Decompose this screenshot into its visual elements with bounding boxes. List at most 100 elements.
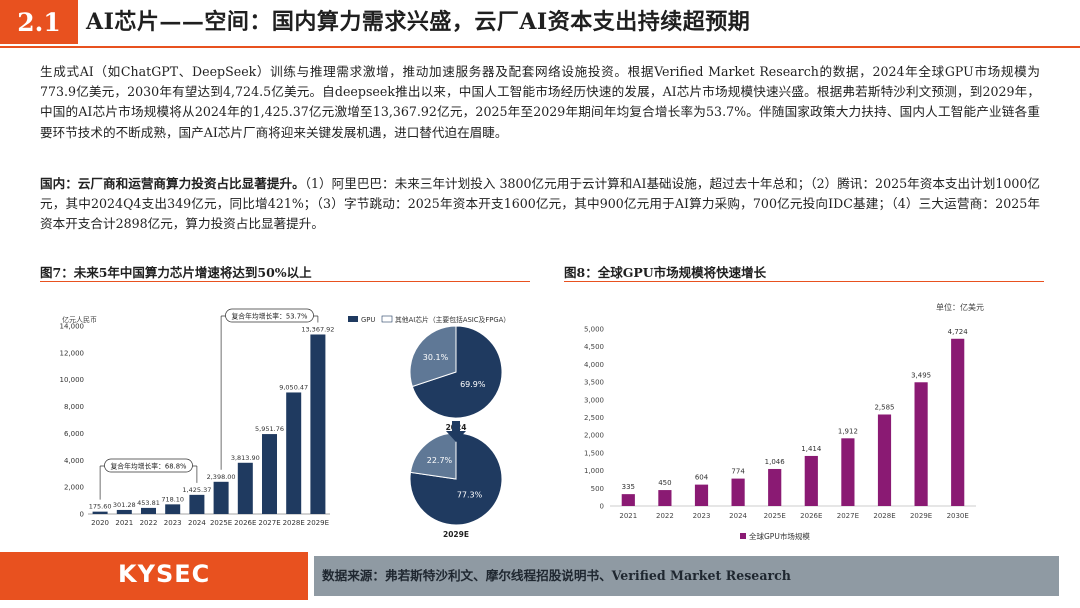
- fig7-x-tick-label: 2025E: [210, 519, 232, 527]
- fig7-bar: [310, 334, 326, 514]
- pie-year-label: 2029E: [443, 530, 469, 539]
- fig8-y-tick-label: 1,500: [584, 449, 604, 457]
- domestic-lead: 国内：云厂商和运营商算力投资占比显著提升。: [40, 176, 305, 191]
- header: 2.1 AI芯片——空间：国内算力需求兴盛，云厂AI资本支出持续超预期: [0, 0, 1080, 44]
- fig8-bar: [621, 494, 635, 506]
- fig7-value-label: 175.60: [89, 503, 112, 511]
- fig8-y-tick-label: 3,500: [584, 379, 604, 387]
- fig7-cagr-badge: [225, 308, 314, 323]
- fig7-unit-label: 亿元人民币: [62, 315, 97, 324]
- fig7-bar: [261, 434, 278, 514]
- fig7-value-label: 1,425.37: [182, 486, 211, 494]
- title-divider: [0, 46, 1080, 48]
- fig7-x-tick-label: 2027E: [258, 519, 280, 527]
- fig8-x-tick-label: 2028E: [873, 512, 895, 520]
- source-bar: 数据来源：弗若斯特沙利文、摩尔线程招股说明书、Verified Market R…: [314, 556, 1059, 596]
- fig8-value-label: 335: [622, 483, 635, 491]
- fig7-value-label: 3,813.90: [231, 454, 260, 462]
- fig8-value-label: 1,912: [838, 427, 858, 435]
- fig8-bar: [804, 455, 818, 506]
- fig7-y-tick-label: 2,000: [64, 484, 84, 492]
- fig7-y-tick-label: 8,000: [64, 403, 84, 411]
- fig8-x-tick-label: 2027E: [837, 512, 859, 520]
- fig7-y-tick-label: 10,000: [60, 376, 85, 384]
- fig7-y-tick-label: 0: [80, 511, 84, 519]
- fig7-x-tick-label: 2028E: [283, 519, 305, 527]
- fig7-x-tick-label: 2023: [164, 519, 182, 527]
- fig8-y-tick-label: 5,000: [584, 326, 604, 334]
- fig8-value-label: 450: [658, 479, 671, 487]
- fig8-y-tick-label: 2,500: [584, 414, 604, 422]
- pie-label-other: 30.1%: [423, 353, 449, 362]
- fig7-value-label: 2,398.00: [207, 473, 236, 481]
- fig8-value-label: 4,724: [948, 328, 969, 336]
- fig7-bar: [140, 507, 157, 514]
- logo-text: KYSEC: [118, 560, 211, 588]
- footer: KYSEC 数据来源：弗若斯特沙利文、摩尔线程招股说明书、Verified Ma…: [0, 552, 1080, 600]
- fig8-bar: [731, 478, 745, 506]
- fig7-value-label: 9,050.47: [279, 383, 308, 391]
- fig7-y-tick-label: 4,000: [64, 457, 84, 465]
- intro-paragraph: 生成式AI（如ChatGPT、DeepSeek）训练与推理需求激增，推动加速服务…: [40, 64, 1040, 140]
- fig8-bar: [768, 468, 782, 506]
- fig7-title: 图7：未来5年中国算力芯片增速将达到50%以上: [40, 265, 312, 280]
- domestic-paragraph: 国内：云厂商和运营商算力投资占比显著提升。（1）阿里巴巴：未来三年计划投入 38…: [40, 174, 1040, 235]
- fig7-bar: [213, 481, 229, 514]
- fig8-value-label: 604: [695, 474, 709, 482]
- fig7-value-label: 453.81: [137, 499, 160, 507]
- fig7-y-tick-label: 14,000: [60, 323, 85, 331]
- fig7-bar: [165, 504, 181, 514]
- fig7-cagr-badge: [104, 458, 193, 473]
- fig8-value-label: 1,414: [801, 445, 822, 453]
- fig7-bar: [116, 509, 132, 514]
- fig8-value-label: 1,046: [765, 458, 786, 466]
- fig8-value-label: 774: [731, 468, 745, 476]
- pie-slice-gpu: [411, 325, 503, 419]
- fig7-x-tick-label: 2022: [140, 519, 158, 527]
- fig8-x-tick-label: 2023: [693, 512, 711, 520]
- fig7-divider: [40, 281, 530, 282]
- fig8-chart: 单位：亿美元 0 500 1,000 1,500 2,000 2,500 3,000 3,50…: [584, 302, 984, 541]
- pie-legend-label: 其他AI芯片（主要包括ASIC及FPGA）: [395, 315, 510, 324]
- fig8-x-tick-label: 2022: [656, 512, 674, 520]
- fig7-x-tick-label: 2024: [188, 519, 206, 527]
- fig8-legend-swatch: [740, 533, 746, 539]
- fig7-x-tick-label: 2029E: [307, 519, 329, 527]
- fig8-bar: [951, 338, 965, 506]
- source-text: 数据来源：弗若斯特沙利文、摩尔线程招股说明书、Verified Market R…: [322, 568, 791, 583]
- fig7-value-label: 5,951.76: [255, 425, 284, 433]
- fig8-bar: [914, 382, 928, 506]
- pie-slice-other: [409, 325, 457, 388]
- section-number: 2.1: [0, 0, 78, 44]
- fig7-x-tick-label: 2026E: [234, 519, 256, 527]
- fig8-legend-label: 全球GPU市场规模: [749, 531, 810, 541]
- fig8-title: 图8：全球GPU市场规模将快速增长: [564, 265, 767, 280]
- fig8-x-tick-label: 2029E: [910, 512, 932, 520]
- domestic-body: （1）阿里巴巴：未来三年计划投入 3800亿元用于云计算和AI基础设施，超过去十…: [40, 176, 1040, 232]
- pie-legend-label: GPU: [361, 316, 375, 324]
- fig8-x-tick-label: 2021: [619, 512, 637, 520]
- fig7-y-tick-label: 12,000: [60, 349, 85, 357]
- fig8-y-tick-label: 0: [600, 503, 604, 511]
- fig7-chart: 亿元人民币 0 2,000 4,000 6,000 8,000 10,000 12,000 1…: [60, 308, 510, 539]
- fig8-y-tick-label: 4,500: [584, 343, 604, 351]
- fig7-cagr-label: 复合年均增长率：53.7%: [232, 312, 309, 321]
- fig7-bar: [189, 494, 205, 514]
- fig7-cagr-label: 复合年均增长率：68.8%: [111, 462, 188, 471]
- fig7-y-tick-label: 6,000: [64, 430, 84, 438]
- fig7-value-label: 718.10: [161, 495, 184, 503]
- logo: KYSEC: [0, 552, 308, 600]
- fig8-bar: [694, 484, 709, 506]
- fig8-bar: [658, 490, 672, 506]
- fig8-y-tick-label: 3,000: [584, 396, 604, 404]
- fig7-x-tick-label: 2021: [115, 519, 133, 527]
- pie-legend-swatch-other: [381, 315, 393, 323]
- pie-label-gpu: 69.9%: [460, 380, 486, 389]
- pie-label-gpu: 77.3%: [457, 491, 483, 500]
- fig7-bar: [92, 511, 108, 514]
- fig8-y-tick-label: 4,000: [584, 361, 604, 369]
- arrow-down-icon: [446, 421, 466, 442]
- pie-label-other: 22.7%: [427, 456, 453, 465]
- fig8-divider: [564, 281, 1044, 282]
- fig8-y-tick-label: 1,000: [584, 467, 604, 475]
